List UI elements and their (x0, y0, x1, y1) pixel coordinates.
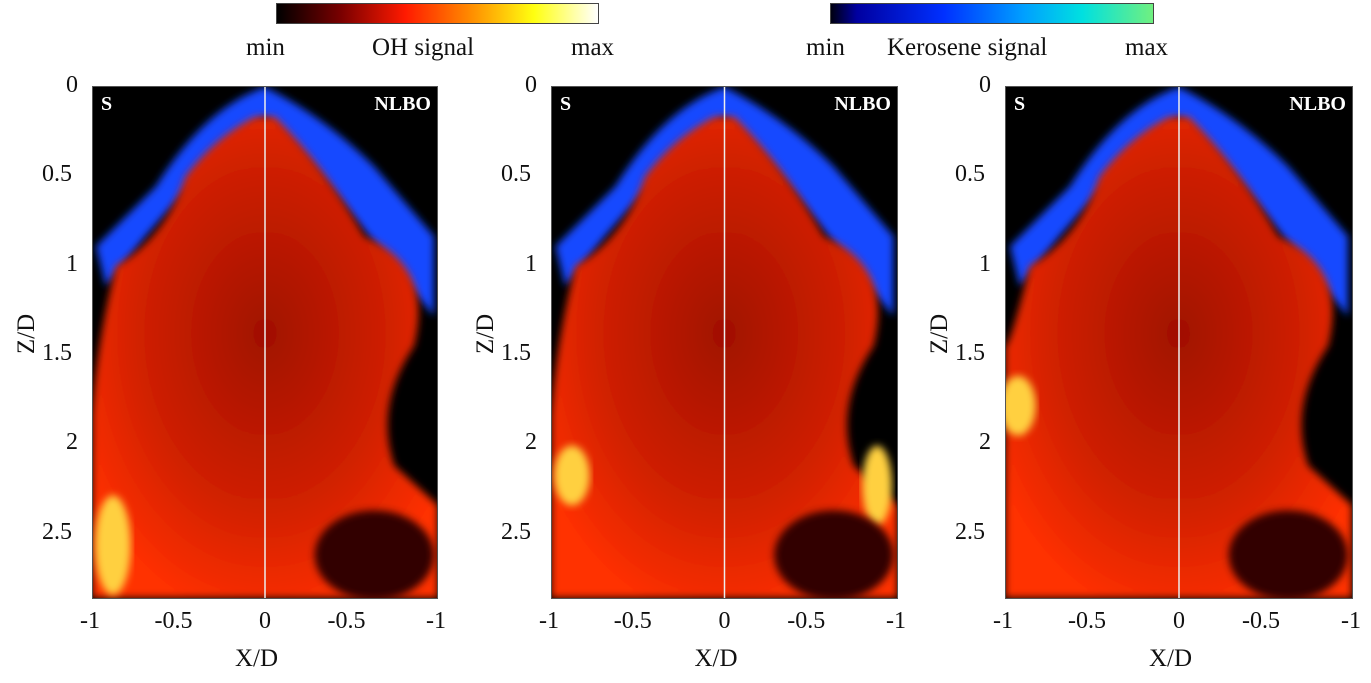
y-tick-label: 1 (66, 250, 78, 277)
y-tick-label: 0 (66, 72, 78, 98)
x-tick-label: -1 (80, 608, 100, 634)
y-tick-label: 2 (979, 429, 991, 456)
y-tick-label: 0 (979, 72, 991, 98)
oh-colorbar-label: OH signal (372, 34, 475, 61)
flame-image-panel-2: S NLBO (551, 86, 898, 599)
oh-hotspot (1006, 375, 1036, 436)
oh-colorbar-max: max (571, 34, 615, 61)
x-tick-label: -1 (886, 608, 906, 634)
x-tick-label: 0 (1173, 608, 1185, 634)
nlbo-tag: NLBO (374, 93, 431, 115)
y-axis-label: Z/D (926, 313, 954, 355)
x-tick-label: 0 (259, 608, 271, 634)
y-tick-label: 2.5 (501, 518, 531, 545)
oh-hotspot (94, 495, 131, 596)
oh-colorbar (276, 3, 599, 24)
oh-hotspot (553, 445, 590, 506)
x-tick-label: -0.5 (1068, 608, 1106, 634)
oh-colorbar-min: min (246, 34, 285, 61)
kerosene-region (95, 87, 435, 317)
kerosene-colorbar-min: min (806, 34, 845, 61)
y-tick-label: 0.5 (42, 161, 72, 188)
y-tick-label: 2.5 (42, 518, 72, 545)
x-axis-label: X/D (694, 645, 738, 672)
nlbo-tag: NLBO (1289, 93, 1346, 115)
nlbo-tag: NLBO (834, 93, 891, 115)
x-tick-label: -1 (1341, 608, 1361, 634)
y-axis-label: Z/D (13, 313, 41, 355)
y-tick-label: 2.5 (955, 518, 985, 545)
dark-region (774, 510, 894, 598)
y-tick-label: 1.5 (501, 339, 531, 366)
x-tick-label: -1 (993, 608, 1013, 634)
kerosene-region (555, 87, 894, 317)
kerosene-colorbar-label: Kerosene signal (887, 34, 1048, 61)
x-tick-label: -0.5 (787, 608, 826, 634)
y-tick-label: 2 (525, 429, 537, 456)
x-tick-label: 0 (718, 608, 731, 634)
x-tick-label: -0.5 (154, 608, 193, 634)
flame-image-panel-1: S NLBO (92, 86, 438, 599)
x-tick-label: -0.5 (1242, 608, 1280, 634)
oh-hotspot (862, 445, 893, 526)
x-tick-label: -0.5 (613, 608, 652, 634)
y-tick-label: 0 (525, 72, 537, 98)
x-axis-label: X/D (235, 645, 279, 672)
swirler-tag: S (101, 93, 113, 115)
dark-region (1228, 510, 1349, 598)
kerosene-colorbar-max: max (1125, 34, 1169, 61)
y-tick-label: 0.5 (955, 161, 985, 188)
flame-image-panel-3: S NLBO (1005, 86, 1353, 599)
swirler-tag: S (1014, 93, 1026, 115)
y-tick-label: 1.5 (955, 339, 985, 366)
kerosene-colorbar (830, 3, 1154, 24)
y-tick-label: 0.5 (501, 161, 531, 188)
x-tick-label: -0.5 (327, 608, 366, 634)
y-axis-label: Z/D (472, 313, 500, 355)
x-tick-label: -1 (539, 608, 559, 634)
y-tick-label: 1 (525, 250, 537, 277)
dark-region (314, 510, 434, 598)
y-tick-label: 2 (66, 429, 78, 456)
y-tick-label: 1 (979, 250, 991, 277)
x-axis-label: X/D (1149, 645, 1193, 672)
swirler-tag: S (560, 93, 572, 115)
y-tick-label: 1.5 (42, 339, 72, 366)
x-tick-label: -1 (426, 608, 446, 634)
kerosene-region (1009, 87, 1349, 317)
